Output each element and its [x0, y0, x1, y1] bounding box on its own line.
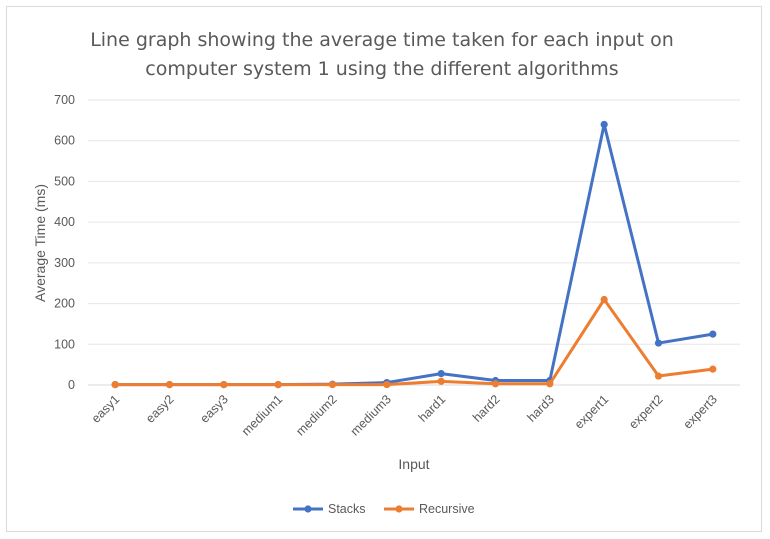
data-point-recursive	[654, 372, 663, 380]
x-tick-label: expert2	[626, 392, 665, 431]
data-point-recursive	[709, 365, 717, 373]
chart-title-line-1: Line graph showing the average time take…	[90, 29, 674, 51]
y-tick-label: 100	[54, 337, 75, 351]
data-point-recursive	[600, 295, 608, 304]
y-tick-label: 600	[54, 134, 75, 148]
data-point-recursive	[491, 380, 500, 388]
y-tick-label: 0	[68, 378, 75, 392]
x-tick-label: expert3	[681, 392, 720, 431]
y-axis-label: Average Time (ms)	[32, 184, 48, 302]
data-point-recursive	[165, 380, 174, 389]
x-axis-ticks: easy1 easy2 easy3 medium1 medium2 medium3 hard…	[89, 392, 720, 438]
data-point-stacks	[654, 339, 663, 347]
y-tick-label: 200	[54, 297, 75, 311]
data-point-recursive	[111, 380, 119, 389]
x-tick-label: easy2	[143, 392, 177, 426]
x-tick-label: expert1	[572, 392, 611, 431]
data-point-stacks	[600, 120, 608, 129]
legend-label-stacks: Stacks	[328, 502, 366, 516]
gridlines	[88, 99, 740, 386]
chart-frame	[6, 6, 762, 532]
x-tick-label: hard3	[524, 392, 557, 425]
x-tick-label: medium3	[348, 392, 394, 438]
x-tick-label: easy1	[89, 392, 123, 426]
x-tick-label: medium2	[293, 392, 339, 438]
y-tick-label: 400	[54, 215, 75, 229]
x-tick-label: hard2	[470, 392, 503, 425]
x-axis-label: Input	[398, 456, 429, 472]
data-point-recursive	[220, 380, 228, 389]
legend: Stacks Recursive	[293, 502, 475, 516]
x-tick-label: medium1	[239, 392, 285, 438]
series-lines	[111, 120, 717, 389]
chart-title-line-2: computer system 1 using the different al…	[145, 58, 618, 80]
series-line-stacks	[113, 122, 715, 387]
data-point-recursive	[437, 377, 445, 385]
data-point-recursive	[546, 380, 554, 388]
y-tick-label: 300	[54, 256, 75, 270]
legend-marker-stacks	[304, 505, 312, 513]
y-tick-label: 700	[54, 93, 75, 107]
y-axis-ticks: 0 100 200 300 400 500 600 700	[54, 93, 75, 392]
data-point-recursive	[328, 380, 337, 389]
series-line-recursive	[113, 298, 715, 387]
legend-marker-recursive	[395, 505, 403, 513]
legend-label-recursive: Recursive	[419, 502, 475, 516]
data-point-recursive	[383, 380, 391, 389]
data-point-stacks	[437, 370, 445, 378]
x-tick-label: hard1	[416, 392, 449, 425]
data-point-stacks	[709, 330, 717, 338]
data-point-recursive	[274, 380, 282, 389]
y-tick-label: 500	[54, 174, 75, 188]
x-tick-label: easy3	[197, 392, 231, 426]
